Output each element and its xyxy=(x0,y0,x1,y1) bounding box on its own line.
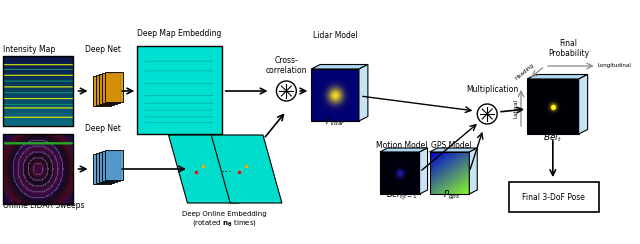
FancyBboxPatch shape xyxy=(102,151,120,181)
Text: ...: ... xyxy=(221,163,233,175)
Bar xyxy=(527,79,579,134)
Bar xyxy=(311,69,359,121)
Text: Deep Net: Deep Net xyxy=(86,45,122,54)
Bar xyxy=(3,56,72,126)
Text: Motion Model: Motion Model xyxy=(376,141,428,150)
Circle shape xyxy=(477,104,497,124)
Text: $P_{lidar}$: $P_{lidar}$ xyxy=(325,116,345,129)
FancyBboxPatch shape xyxy=(97,75,115,105)
FancyBboxPatch shape xyxy=(99,152,117,182)
Text: $P_{gps}$: $P_{gps}$ xyxy=(443,189,460,203)
Text: Deep Map Embedding: Deep Map Embedding xyxy=(137,29,221,38)
Polygon shape xyxy=(469,148,477,194)
FancyBboxPatch shape xyxy=(106,150,124,180)
Bar xyxy=(3,134,72,204)
Text: Deep Online Embedding
(rotated $\mathbf{n_\theta}$ times): Deep Online Embedding (rotated $\mathbf{… xyxy=(182,211,267,228)
FancyBboxPatch shape xyxy=(509,182,598,212)
Polygon shape xyxy=(527,74,588,79)
Text: Deep Net: Deep Net xyxy=(86,124,122,133)
Text: Online LiDAR Sweeps: Online LiDAR Sweeps xyxy=(3,201,84,210)
Polygon shape xyxy=(420,148,428,194)
FancyBboxPatch shape xyxy=(93,76,111,106)
Text: $Bel_t$: $Bel_t$ xyxy=(543,131,563,143)
FancyBboxPatch shape xyxy=(99,74,117,104)
Text: $Bel_{t|t-1}$: $Bel_{t|t-1}$ xyxy=(386,189,418,203)
FancyBboxPatch shape xyxy=(97,153,115,183)
FancyBboxPatch shape xyxy=(102,73,120,103)
Polygon shape xyxy=(579,74,588,134)
Text: Cross-
correlation: Cross- correlation xyxy=(266,56,307,75)
Polygon shape xyxy=(168,135,239,203)
Text: Longitudinal: Longitudinal xyxy=(598,63,632,69)
Text: Final
Probability: Final Probability xyxy=(548,39,589,58)
Polygon shape xyxy=(311,64,368,69)
Bar xyxy=(380,152,420,194)
Polygon shape xyxy=(359,64,368,121)
Text: Lidar Model: Lidar Model xyxy=(313,31,358,40)
Text: Intensity Map: Intensity Map xyxy=(3,45,55,54)
Bar xyxy=(429,152,469,194)
FancyBboxPatch shape xyxy=(93,154,111,184)
Text: Lateral: Lateral xyxy=(513,98,518,118)
Polygon shape xyxy=(380,148,428,152)
Text: Multiplication: Multiplication xyxy=(466,85,518,94)
Text: Heading: Heading xyxy=(515,62,536,81)
Text: Final 3-DoF Pose: Final 3-DoF Pose xyxy=(522,193,585,202)
FancyBboxPatch shape xyxy=(106,72,124,102)
Polygon shape xyxy=(429,148,477,152)
Circle shape xyxy=(276,81,296,101)
Bar xyxy=(137,46,221,134)
Text: GPS Model: GPS Model xyxy=(431,141,472,150)
Polygon shape xyxy=(211,135,282,203)
